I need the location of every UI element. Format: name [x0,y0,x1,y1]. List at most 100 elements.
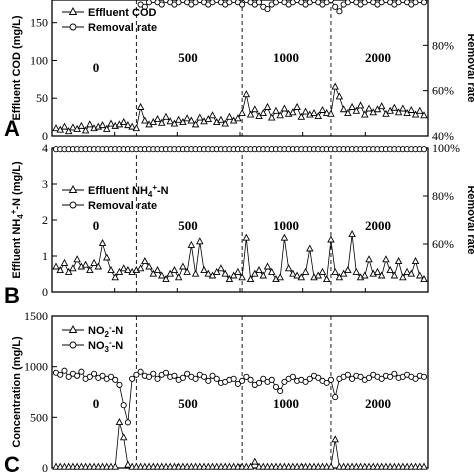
y-tick-label: 100 [30,53,48,67]
data-point-triangle [111,273,119,281]
data-point-triangle [314,271,323,279]
data-point-circle [234,380,241,387]
data-point-triangle [399,104,407,112]
phase-label: 0 [93,60,100,75]
y-axis-label: Effluent COD (mg/L) [11,15,23,120]
data-point-triangle [107,266,115,274]
data-point-circle [327,0,334,4]
data-point-triangle [191,120,200,128]
data-point-triangle [297,112,306,120]
data-point-triangle [339,269,348,277]
data-point-triangle [141,116,149,124]
data-point-circle [124,419,131,426]
data-point-triangle [124,460,132,468]
data-point-triangle [234,114,242,122]
data-point-triangle [56,266,64,274]
data-point-triangle [119,264,128,272]
data-point-circle [378,375,385,382]
data-point-triangle [399,273,407,281]
data-point-circle [120,402,127,409]
data-point-circle [133,371,140,378]
data-point-triangle [306,244,314,252]
y-tick-label: 3 [42,177,48,191]
phase-label: 2000 [365,218,391,233]
data-point-circle [230,375,237,382]
data-point-triangle [348,230,356,238]
data-point-triangle [394,257,403,265]
y-tick-label: 500 [30,410,48,424]
data-point-triangle [263,102,272,110]
data-point-circle [264,6,271,13]
data-point-circle [61,367,68,374]
data-point-triangle [267,113,276,121]
legend-marker-circle [69,201,77,209]
y2-tick-label: 80% [432,189,454,203]
y-tick-label: 1000 [24,360,48,374]
data-point-triangle [246,462,255,470]
data-point-triangle [94,262,103,270]
data-point-triangle [352,267,361,275]
data-point-circle [332,394,339,401]
panel-letter: C [4,452,20,474]
data-point-circle [91,370,98,377]
legend-label: Effluent COD [88,7,156,19]
phase-label: 1000 [273,218,299,233]
data-point-circle [420,0,428,6]
data-point-circle [99,372,106,379]
data-point-triangle [141,257,149,265]
data-point-triangle [331,82,339,90]
data-point-triangle [124,121,132,129]
legend-entry: Effluent COD [62,7,156,19]
legend-entry: Removal rate [62,200,157,212]
data-point-triangle [196,237,204,245]
data-point-circle [205,377,212,384]
panel-c: 0 500 1000 1500 Concentration (mg/L) 0 500 1000… [4,309,429,474]
data-point-triangle [187,240,196,248]
data-point-triangle [344,266,352,274]
data-point-triangle [407,269,416,277]
y-axis-label: Concentration (mg/L) [11,336,23,448]
data-point-circle [158,1,165,8]
phase-label: 0 [93,396,100,411]
data-point-triangle [119,433,128,441]
data-point-circle [107,373,115,380]
y-tick-label: 0 [42,285,48,299]
phase-label: 2000 [365,396,391,411]
data-point-triangle [136,264,145,272]
data-point-triangle [124,266,132,274]
data-point-triangle [145,262,153,270]
data-point-triangle [382,255,390,263]
data-point-triangle [73,255,81,263]
data-point-triangle [234,267,242,275]
data-point-circle [154,375,161,382]
data-point-triangle [301,107,310,115]
y2-axis-label: Removal rate [465,33,474,102]
data-point-triangle [111,462,119,470]
data-point-circle [302,378,309,385]
data-point-circle [192,375,199,382]
data-point-triangle [157,118,166,126]
data-point-triangle [179,118,187,126]
panel-letter: A [4,116,20,141]
data-point-triangle [128,122,136,130]
legend-label: Removal rate [88,200,157,212]
data-point-triangle [416,271,424,279]
data-point-triangle [69,123,77,131]
data-point-triangle [365,104,373,112]
data-point-circle [162,369,170,376]
data-point-circle [387,373,394,380]
data-point-circle [239,1,246,8]
data-point-circle [391,370,398,377]
data-point-triangle [242,233,251,241]
data-point-triangle [420,275,428,283]
data-point-triangle [327,235,335,243]
data-point-triangle [60,122,69,130]
data-point-triangle [251,457,259,465]
data-point-circle [137,368,144,375]
data-point-triangle [217,115,225,123]
data-point-triangle [179,262,187,270]
y-tick-label: 50 [36,91,48,105]
data-point-triangle [344,108,352,116]
data-point-triangle [289,269,297,277]
legend-label: Effluent NH4+-N [88,183,169,199]
